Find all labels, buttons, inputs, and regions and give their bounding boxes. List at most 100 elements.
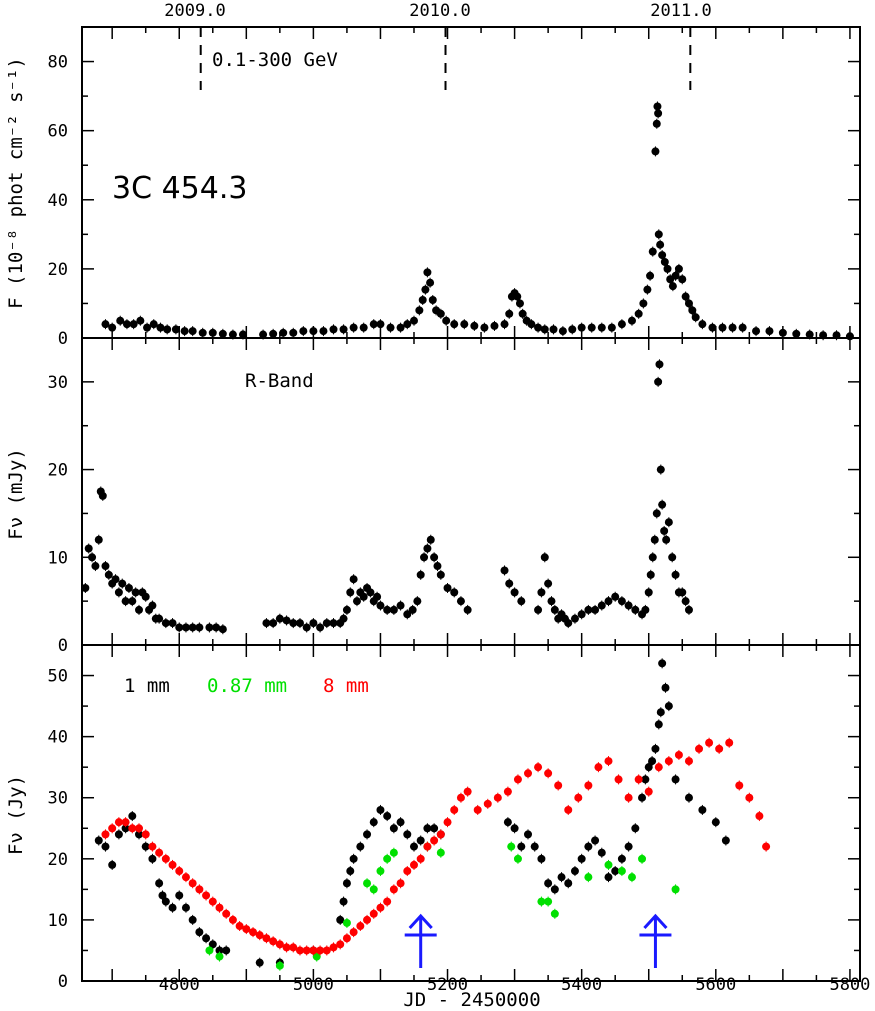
data-point — [369, 818, 378, 827]
data-point — [408, 605, 417, 614]
data-point — [148, 854, 157, 863]
data-point — [442, 316, 451, 325]
data-point — [128, 597, 137, 606]
data-point — [515, 299, 524, 308]
data-point — [376, 601, 385, 610]
data-point — [88, 553, 97, 562]
data-point — [418, 295, 427, 304]
data-point — [617, 597, 626, 606]
plot-frame — [81, 26, 861, 982]
data-point — [725, 738, 734, 747]
data-point — [493, 793, 502, 802]
data-point — [646, 570, 655, 579]
arrow-head-1 — [643, 913, 668, 930]
data-point — [352, 597, 361, 606]
data-point — [627, 316, 636, 325]
data-point — [275, 961, 284, 970]
data-point — [668, 282, 677, 291]
data-point — [668, 553, 677, 562]
data-point — [369, 909, 378, 918]
data-point — [658, 659, 667, 668]
data-points — [81, 101, 854, 971]
data-point — [547, 597, 556, 606]
data-point — [376, 867, 385, 876]
legend-entry-8mm: 8 mm — [323, 675, 369, 697]
data-point — [480, 323, 489, 332]
data-point — [346, 588, 355, 597]
data-point — [208, 328, 217, 337]
data-point — [423, 544, 432, 553]
data-point — [604, 597, 613, 606]
data-point — [135, 830, 144, 839]
data-point — [534, 763, 543, 772]
data-point — [428, 295, 437, 304]
data-point — [624, 842, 633, 851]
data-point — [624, 793, 633, 802]
data-point — [116, 316, 125, 325]
data-point — [698, 320, 707, 329]
data-point — [136, 316, 145, 325]
data-point — [718, 323, 727, 332]
data-point — [674, 264, 683, 273]
data-point — [436, 848, 445, 857]
data-point — [698, 805, 707, 814]
data-point — [537, 897, 546, 906]
data-point — [735, 781, 744, 790]
data-point — [275, 614, 284, 623]
top-tick-label-2010: 2010.0 — [409, 1, 470, 21]
data-point — [663, 264, 672, 273]
data-point — [111, 575, 120, 584]
data-point — [518, 309, 527, 318]
y-tick-label-p0: 20 — [48, 260, 68, 280]
data-point — [202, 891, 211, 900]
data-point — [309, 619, 318, 628]
data-point — [604, 757, 613, 766]
data-point — [101, 562, 110, 571]
data-point — [550, 909, 559, 918]
data-point — [507, 842, 516, 851]
data-point — [423, 268, 432, 277]
data-point — [540, 325, 549, 334]
data-point — [158, 891, 167, 900]
data-point — [161, 897, 170, 906]
data-point — [513, 775, 522, 784]
data-point — [634, 309, 643, 318]
top-tick-label-2011: 2011.0 — [650, 1, 711, 21]
data-point — [503, 787, 512, 796]
data-point — [198, 328, 207, 337]
data-point — [349, 928, 358, 937]
data-point — [129, 320, 138, 329]
data-point — [607, 323, 616, 332]
data-point — [644, 588, 653, 597]
data-point — [473, 805, 482, 814]
data-point — [108, 860, 117, 869]
data-point — [684, 299, 693, 308]
data-point — [527, 320, 536, 329]
data-point — [678, 275, 687, 284]
data-point — [295, 619, 304, 628]
data-point — [650, 535, 659, 544]
y-tick-label-p1: 10 — [48, 548, 68, 568]
data-point — [322, 946, 331, 955]
data-point — [715, 744, 724, 753]
data-point — [544, 879, 553, 888]
data-point — [564, 805, 573, 814]
data-point — [319, 327, 328, 336]
data-point — [765, 327, 774, 336]
data-point — [156, 323, 165, 332]
data-point — [279, 328, 288, 337]
data-point — [161, 619, 170, 628]
tick-labels: 4800 5000 5200 5400 5600 5800 0 20 40 60 80 0 10 20 30… — [48, 53, 871, 995]
data-point — [359, 323, 368, 332]
data-point — [114, 588, 123, 597]
data-point — [175, 623, 184, 632]
data-point — [430, 836, 439, 845]
data-point — [94, 836, 103, 845]
data-point — [664, 702, 673, 711]
data-point — [420, 553, 429, 562]
data-point — [537, 854, 546, 863]
data-point — [175, 867, 184, 876]
data-point — [664, 518, 673, 527]
data-point — [684, 605, 693, 614]
